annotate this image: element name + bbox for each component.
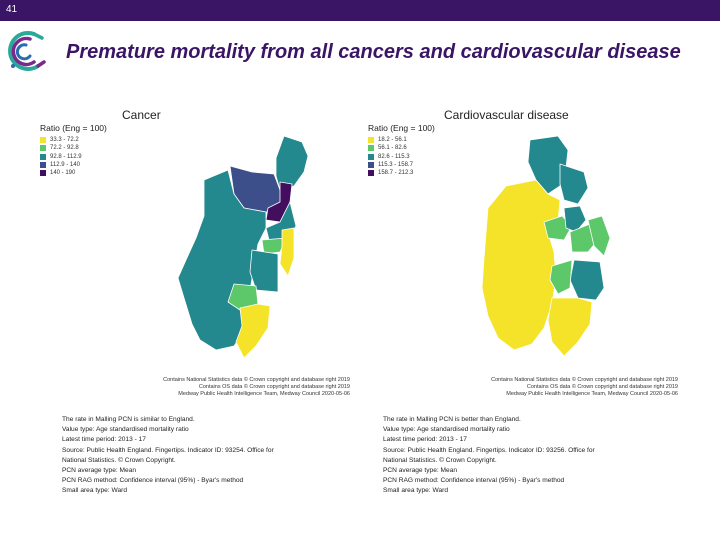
credit-line: Contains OS data © Crown copyright and d…	[198, 384, 350, 390]
note-line: Value type: Age standardised mortality r…	[383, 426, 510, 434]
note-line: PCN average type: Mean	[383, 467, 458, 475]
map-ward	[547, 297, 593, 357]
note-line: National Statistics. © Crown Copyright.	[62, 456, 176, 464]
legend-item: 115.3 - 158.7	[368, 161, 413, 169]
legend-swatch	[368, 170, 374, 177]
note-line: PCN RAG method: Confidence interval (95%…	[62, 477, 244, 485]
credit-line: Medway Public Health Intelligence Team, …	[506, 391, 678, 397]
note-line: Small area type: Ward	[62, 487, 127, 495]
legend-swatch	[368, 153, 374, 160]
note-line: Latest time period: 2013 - 17	[62, 436, 146, 444]
legend-label: 112.9 - 140	[50, 162, 80, 169]
slide-top-bar: 41	[0, 0, 720, 21]
map-ward	[249, 249, 279, 293]
credit-line: Contains National Statistics data © Crow…	[163, 377, 350, 383]
note-line: The rate in Malling PCN is better than E…	[383, 416, 521, 423]
map-ward	[527, 135, 569, 195]
map-ward	[549, 259, 573, 295]
note-line: Latest time period: 2013 - 17	[383, 436, 467, 444]
legend-label: 56.1 - 82.6	[378, 145, 407, 152]
legend-item: 82.6 - 115.3	[368, 153, 413, 161]
page-title: Premature mortality from all cancers and…	[66, 41, 681, 63]
legend-item: 92.8 - 112.9	[40, 153, 82, 161]
cancer-ward-map	[177, 135, 309, 359]
legend-label: 82.6 - 115.3	[378, 153, 410, 160]
note-line: PCN average type: Mean	[62, 467, 137, 475]
slide-number: 41	[6, 4, 18, 15]
map-ward	[235, 303, 271, 359]
credit-line: Contains National Statistics data © Crow…	[491, 377, 678, 383]
legend-label: 72.2 - 92.8	[50, 145, 79, 152]
cardiovascular-map-credits: Contains National Statistics data © Crow…	[491, 377, 678, 398]
legend-item: 140 - 190	[40, 169, 82, 177]
map-ward	[261, 237, 287, 255]
note-line: Small area type: Ward	[383, 487, 448, 495]
map-ward	[265, 181, 293, 223]
legend-swatch	[368, 162, 374, 169]
cardiovascular-legend: 18.2 - 56.1 56.1 - 82.6 82.6 - 115.3 115…	[368, 136, 413, 177]
map-ward	[481, 179, 561, 351]
legend-label: 115.3 - 158.7	[378, 162, 413, 169]
legend-swatch	[40, 137, 46, 144]
legend-item: 112.9 - 140	[40, 161, 82, 169]
note-line: Source: Public Health England. Fingertip…	[383, 446, 595, 454]
legend-swatch	[40, 145, 46, 152]
cancer-map-credits: Contains National Statistics data © Crow…	[163, 377, 350, 398]
credit-line: Medway Public Health Intelligence Team, …	[178, 391, 350, 397]
note-line: Value type: Age standardised mortality r…	[62, 426, 189, 434]
cardiovascular-ward-map	[481, 135, 611, 357]
legend-label: 33.3 - 72.2	[50, 137, 79, 144]
cancer-notes: The rate in Malling PCN is similar to En…	[62, 415, 274, 497]
legend-item: 56.1 - 82.6	[368, 144, 413, 152]
legend-label: 92.8 - 112.9	[50, 153, 82, 160]
legend-item: 158.7 - 212.3	[368, 169, 413, 177]
note-line: National Statistics. © Crown Copyright.	[383, 456, 497, 464]
legend-label: 158.7 - 212.3	[378, 170, 414, 177]
cardiovascular-legend-title: Ratio (Eng = 100)	[368, 123, 435, 133]
legend-label: 18.2 - 56.1	[378, 137, 407, 144]
map-ward	[569, 259, 605, 301]
legend-item: 72.2 - 92.8	[40, 144, 82, 152]
map-ward	[275, 135, 309, 191]
cancer-map-heading: Cancer	[122, 108, 161, 122]
cancer-legend: 33.3 - 72.2 72.2 - 92.8 92.8 - 112.9 112…	[40, 136, 82, 177]
credit-line: Contains OS data © Crown copyright and d…	[526, 384, 678, 390]
map-ward	[559, 163, 589, 205]
legend-swatch	[40, 162, 46, 169]
organisation-logo-icon	[8, 31, 46, 71]
map-ward	[279, 227, 295, 277]
legend-swatch	[368, 137, 374, 144]
legend-item: 33.3 - 72.2	[40, 136, 82, 144]
legend-label: 140 - 190	[50, 170, 76, 177]
note-line: PCN RAG method: Confidence interval (95%…	[383, 477, 565, 485]
cancer-legend-title: Ratio (Eng = 100)	[40, 123, 107, 133]
cardiovascular-map-heading: Cardiovascular disease	[444, 108, 569, 122]
note-line: The rate in Malling PCN is similar to En…	[62, 416, 195, 423]
map-ward	[563, 205, 587, 233]
legend-swatch	[40, 153, 46, 160]
legend-swatch	[40, 170, 46, 177]
legend-swatch	[368, 145, 374, 152]
cardiovascular-notes: The rate in Malling PCN is better than E…	[383, 415, 595, 497]
legend-item: 18.2 - 56.1	[368, 136, 413, 144]
note-line: Source: Public Health England. Fingertip…	[62, 446, 274, 454]
map-ward	[587, 215, 611, 257]
